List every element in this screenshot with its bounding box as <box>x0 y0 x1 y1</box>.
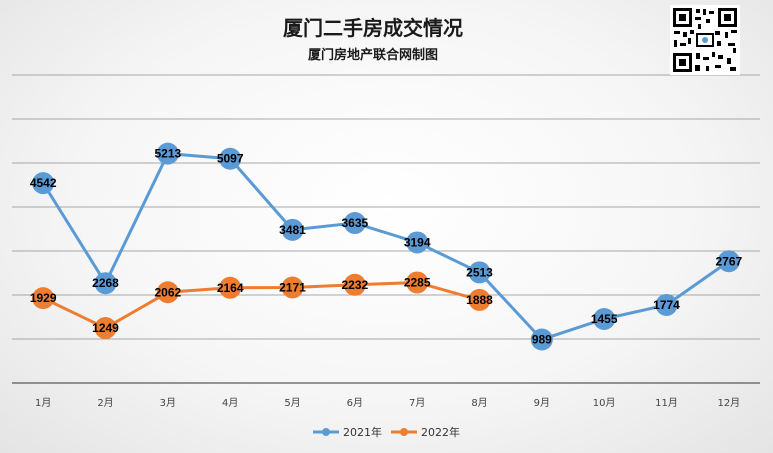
data-point <box>717 250 740 273</box>
data-point <box>530 328 553 351</box>
data-label: 1774 <box>653 298 680 312</box>
series-0: 4542 2268 5213 5097 3481 3635 3194 2513 989 1455 1… <box>30 142 743 351</box>
data-label: 989 <box>532 332 552 346</box>
data-label: 1249 <box>92 321 119 335</box>
x-tick-label: 1月 <box>35 397 51 409</box>
data-point <box>468 288 491 311</box>
series-line <box>41 152 730 342</box>
legend-marker <box>322 428 330 436</box>
data-label: 2232 <box>341 278 368 292</box>
data-point <box>94 317 117 340</box>
data-point <box>406 231 429 254</box>
data-point <box>281 218 304 241</box>
legend-marker <box>400 428 408 436</box>
data-label: 4542 <box>30 176 57 190</box>
data-label: 3481 <box>279 223 306 237</box>
data-label: 2268 <box>92 276 119 290</box>
data-label: 2767 <box>715 254 742 268</box>
x-tick-label: 3月 <box>160 397 176 409</box>
data-point <box>219 276 242 299</box>
x-tick-label: 10月 <box>593 397 616 409</box>
data-label: 3194 <box>404 235 431 249</box>
data-label: 2062 <box>154 285 181 299</box>
data-label: 3635 <box>341 216 368 230</box>
data-point <box>655 293 678 316</box>
x-tick-label: 2月 <box>97 397 113 409</box>
legend-label: 2021年 <box>343 425 382 439</box>
data-label: 1455 <box>591 312 618 326</box>
data-point <box>32 172 55 195</box>
x-tick-label: 9月 <box>534 397 550 409</box>
x-tick-label: 5月 <box>284 397 300 409</box>
data-point <box>343 273 366 296</box>
data-label: 5213 <box>154 147 181 161</box>
data-label: 2164 <box>217 281 244 295</box>
legend-label: 2022年 <box>421 425 460 439</box>
legend: 2021年 2022年 <box>313 425 460 439</box>
data-point <box>219 147 242 170</box>
series-layer: 4542 2268 5213 5097 3481 3635 3194 2513 989 1455 1… <box>30 142 743 351</box>
data-label: 2285 <box>404 275 431 289</box>
x-tick-label: 4月 <box>222 397 238 409</box>
legend-item: 2021年 <box>313 425 382 439</box>
data-point <box>156 281 179 304</box>
data-label: 5097 <box>217 152 244 166</box>
x-tick-label: 12月 <box>717 397 740 409</box>
data-point <box>156 142 179 165</box>
data-point <box>406 271 429 294</box>
x-tick-label: 11月 <box>655 397 678 409</box>
chart-subtitle: 厦门房地产联合网制图 <box>308 47 438 63</box>
x-tick-label: 7月 <box>409 397 425 409</box>
data-label: 2513 <box>466 265 493 279</box>
data-point <box>94 272 117 295</box>
data-point <box>343 212 366 235</box>
data-label: 1888 <box>466 293 493 307</box>
chart-title: 厦门二手房成交情况 <box>283 16 463 40</box>
data-label: 2171 <box>279 280 306 294</box>
legend-item: 2022年 <box>391 425 460 439</box>
gridlines <box>12 74 760 340</box>
x-tick-label: 6月 <box>347 397 363 409</box>
x-tick-label: 8月 <box>471 397 487 409</box>
x-axis: 1月 2月 3月 4月 5月 6月 7月 8月 9月 10月 11月 12月 <box>12 382 760 409</box>
data-point <box>281 276 304 299</box>
qr-code-icon <box>670 5 740 75</box>
series-1: 1929 1249 2062 2164 2171 2232 2285 1888 <box>30 271 493 340</box>
data-point <box>32 287 55 310</box>
data-point <box>468 261 491 284</box>
data-point <box>593 307 616 330</box>
data-label: 1929 <box>30 291 57 305</box>
